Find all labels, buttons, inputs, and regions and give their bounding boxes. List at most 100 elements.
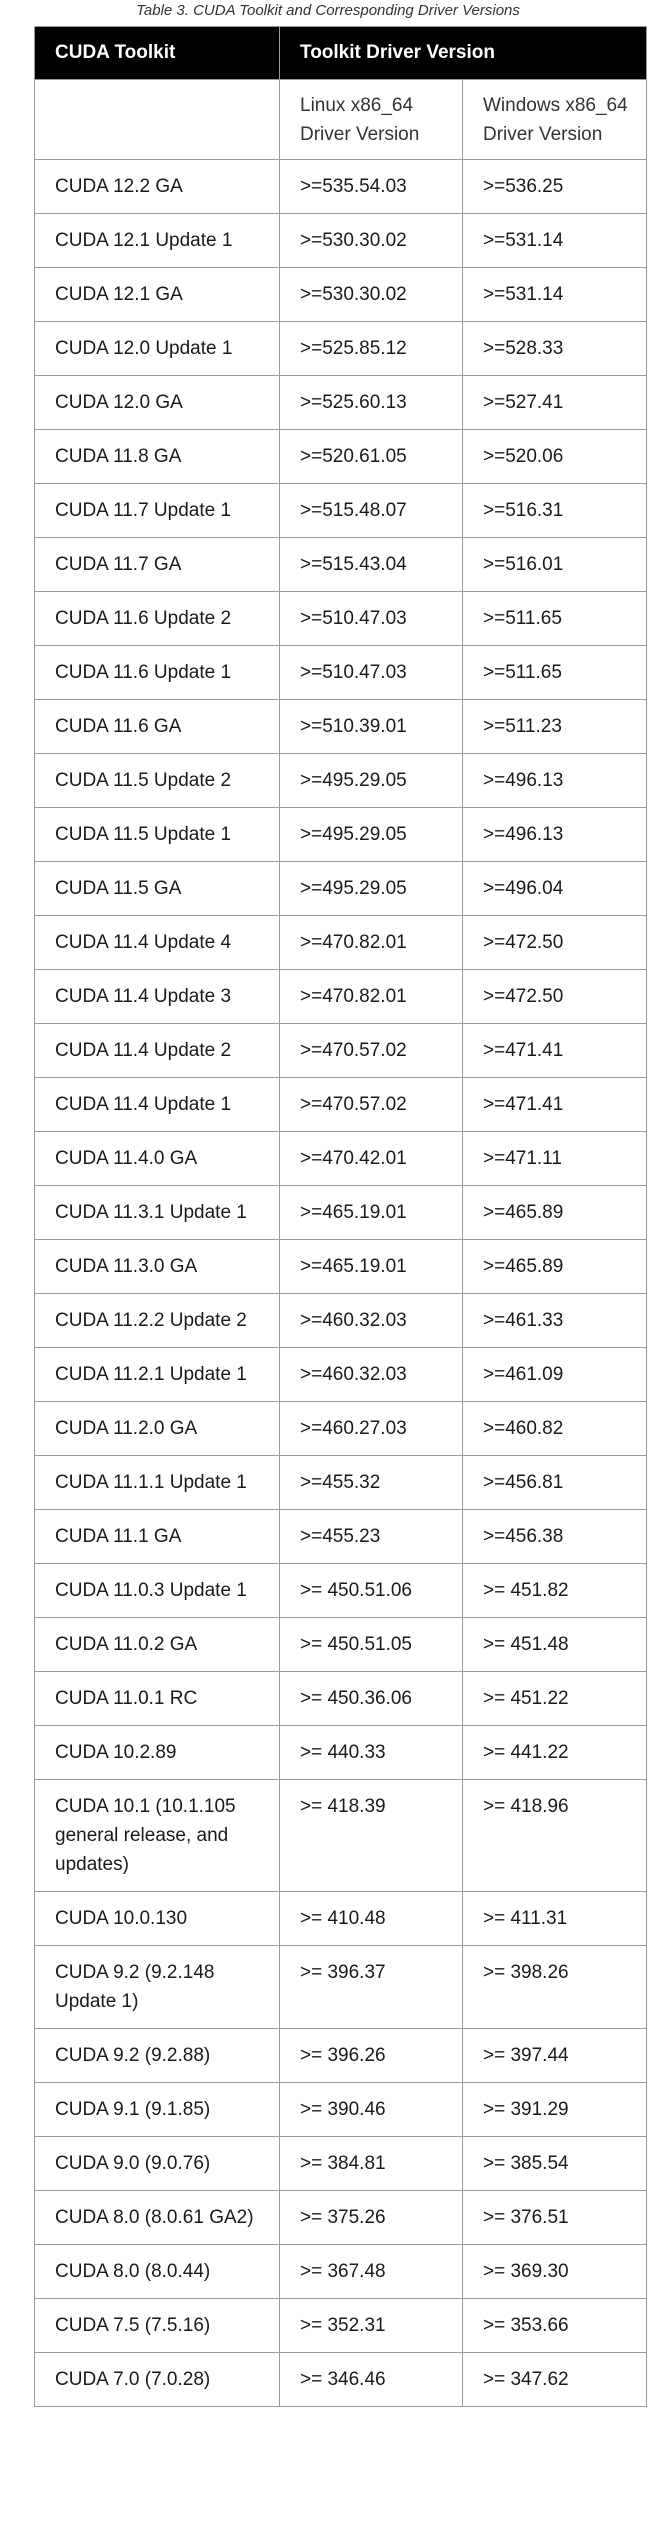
- table-row: CUDA 11.0.1 RC >= 450.36.06 >= 451.22: [34, 1671, 648, 1726]
- linux-driver-cell: >= 450.51.05: [279, 1617, 463, 1672]
- windows-driver-cell: >=516.31: [461, 483, 648, 538]
- toolkit-cell: CUDA 7.5 (7.5.16): [34, 2298, 280, 2353]
- table-row: CUDA 11.8 GA >=520.61.05 >=520.06: [34, 429, 648, 484]
- header-cuda-toolkit: CUDA Toolkit: [34, 26, 280, 80]
- table-row: CUDA 11.4 Update 3 >=470.82.01 >=472.50: [34, 969, 648, 1024]
- windows-driver-cell: >= 376.51: [461, 2190, 648, 2245]
- table-caption: Table 3. CUDA Toolkit and Corresponding …: [136, 2, 520, 19]
- windows-driver-cell: >=465.89: [461, 1239, 648, 1294]
- table-row: CUDA 12.1 Update 1 >=530.30.02 >=531.14: [34, 213, 648, 268]
- windows-driver-cell: >=471.41: [461, 1023, 648, 1078]
- toolkit-cell: CUDA 11.5 Update 2: [34, 753, 280, 808]
- linux-driver-cell: >=470.82.01: [279, 969, 463, 1024]
- windows-driver-cell: >=456.38: [461, 1509, 648, 1564]
- windows-driver-cell: >=528.33: [461, 321, 648, 376]
- table-row: CUDA 10.1 (10.1.105 general release, and…: [34, 1779, 648, 1892]
- linux-driver-cell: >=515.48.07: [279, 483, 463, 538]
- table-row: CUDA 11.1.1 Update 1 >=455.32 >=456.81: [34, 1455, 648, 1510]
- toolkit-cell: CUDA 12.1 Update 1: [34, 213, 280, 268]
- linux-driver-cell: >=460.32.03: [279, 1293, 463, 1348]
- table-body: Linux x86_64 Driver Version Windows x86_…: [34, 79, 648, 2407]
- toolkit-cell: CUDA 11.6 Update 1: [34, 645, 280, 700]
- table-row: CUDA 12.0 Update 1 >=525.85.12 >=528.33: [34, 321, 648, 376]
- windows-driver-cell: >=461.09: [461, 1347, 648, 1402]
- table-row: CUDA 11.4 Update 1 >=470.57.02 >=471.41: [34, 1077, 648, 1132]
- table-row: CUDA 12.1 GA >=530.30.02 >=531.14: [34, 267, 648, 322]
- linux-driver-cell: >= 418.39: [279, 1779, 463, 1892]
- linux-driver-cell: >=510.47.03: [279, 591, 463, 646]
- toolkit-cell: CUDA 11.4 Update 3: [34, 969, 280, 1024]
- toolkit-cell: CUDA 8.0 (8.0.44): [34, 2244, 280, 2299]
- windows-driver-cell: >=516.01: [461, 537, 648, 592]
- toolkit-cell: CUDA 11.7 Update 1: [34, 483, 280, 538]
- windows-driver-cell: >= 451.48: [461, 1617, 648, 1672]
- toolkit-cell: CUDA 11.5 GA: [34, 861, 280, 916]
- linux-driver-cell: >=495.29.05: [279, 753, 463, 808]
- table-row: CUDA 11.3.1 Update 1 >=465.19.01 >=465.89: [34, 1185, 648, 1240]
- linux-driver-cell: >= 396.37: [279, 1945, 463, 2029]
- linux-driver-cell: >=525.85.12: [279, 321, 463, 376]
- toolkit-cell: CUDA 11.4.0 GA: [34, 1131, 280, 1186]
- linux-driver-cell: >= 346.46: [279, 2352, 463, 2407]
- toolkit-cell: CUDA 11.3.1 Update 1: [34, 1185, 280, 1240]
- linux-driver-cell: >=495.29.05: [279, 861, 463, 916]
- toolkit-cell: CUDA 10.2.89: [34, 1725, 280, 1780]
- windows-driver-cell: >=456.81: [461, 1455, 648, 1510]
- table-row: CUDA 11.5 Update 2 >=495.29.05 >=496.13: [34, 753, 648, 808]
- linux-driver-cell: >=525.60.13: [279, 375, 463, 430]
- toolkit-cell: CUDA 9.0 (9.0.76): [34, 2136, 280, 2191]
- windows-driver-cell: >= 385.54: [461, 2136, 648, 2191]
- windows-driver-cell: >= 397.44: [461, 2028, 648, 2083]
- toolkit-cell: CUDA 11.1.1 Update 1: [34, 1455, 280, 1510]
- windows-driver-cell: >=511.65: [461, 591, 648, 646]
- linux-driver-cell: >= 450.51.06: [279, 1563, 463, 1618]
- table-row: CUDA 9.2 (9.2.88) >= 396.26 >= 397.44: [34, 2028, 648, 2083]
- toolkit-cell: CUDA 11.6 Update 2: [34, 591, 280, 646]
- toolkit-cell: CUDA 11.2.1 Update 1: [34, 1347, 280, 1402]
- windows-driver-cell: >= 441.22: [461, 1725, 648, 1780]
- windows-driver-cell: >=496.13: [461, 807, 648, 862]
- linux-driver-cell: >= 352.31: [279, 2298, 463, 2353]
- linux-driver-cell: >= 440.33: [279, 1725, 463, 1780]
- toolkit-cell: CUDA 8.0 (8.0.61 GA2): [34, 2190, 280, 2245]
- windows-driver-cell: >=471.41: [461, 1077, 648, 1132]
- windows-driver-cell: >= 391.29: [461, 2082, 648, 2137]
- windows-driver-cell: >= 353.66: [461, 2298, 648, 2353]
- linux-driver-cell: >= 390.46: [279, 2082, 463, 2137]
- linux-driver-cell: >= 410.48: [279, 1891, 463, 1946]
- windows-driver-cell: >=461.33: [461, 1293, 648, 1348]
- linux-driver-cell: >=510.47.03: [279, 645, 463, 700]
- windows-driver-cell: >= 398.26: [461, 1945, 648, 2029]
- toolkit-cell: CUDA 12.0 GA: [34, 375, 280, 430]
- toolkit-cell: CUDA 11.2.0 GA: [34, 1401, 280, 1456]
- linux-driver-cell: >=455.23: [279, 1509, 463, 1564]
- toolkit-cell: CUDA 11.4 Update 4: [34, 915, 280, 970]
- table-row: CUDA 11.1 GA >=455.23 >=456.38: [34, 1509, 648, 1564]
- linux-driver-cell: >= 450.36.06: [279, 1671, 463, 1726]
- table-row: CUDA 11.0.2 GA >= 450.51.05 >= 451.48: [34, 1617, 648, 1672]
- table-row: CUDA 11.6 Update 2 >=510.47.03 >=511.65: [34, 591, 648, 646]
- table-row: CUDA 11.7 GA >=515.43.04 >=516.01: [34, 537, 648, 592]
- windows-driver-cell: >=511.65: [461, 645, 648, 700]
- table-row: CUDA 11.4 Update 2 >=470.57.02 >=471.41: [34, 1023, 648, 1078]
- windows-driver-cell: >= 369.30: [461, 2244, 648, 2299]
- toolkit-cell: CUDA 9.2 (9.2.88): [34, 2028, 280, 2083]
- linux-driver-cell: >=530.30.02: [279, 267, 463, 322]
- windows-driver-cell: >= 418.96: [461, 1779, 648, 1892]
- windows-driver-cell: >=460.82: [461, 1401, 648, 1456]
- linux-driver-cell: >=520.61.05: [279, 429, 463, 484]
- toolkit-cell: CUDA 10.0.130: [34, 1891, 280, 1946]
- windows-driver-cell: >= 347.62: [461, 2352, 648, 2407]
- table-subheader-row: Linux x86_64 Driver Version Windows x86_…: [34, 79, 648, 160]
- linux-driver-cell: >= 367.48: [279, 2244, 463, 2299]
- linux-driver-cell: >=465.19.01: [279, 1185, 463, 1240]
- windows-driver-cell: >=527.41: [461, 375, 648, 430]
- toolkit-cell: CUDA 9.1 (9.1.85): [34, 2082, 280, 2137]
- toolkit-cell: CUDA 12.2 GA: [34, 159, 280, 214]
- linux-driver-cell: >=510.39.01: [279, 699, 463, 754]
- toolkit-cell: CUDA 11.3.0 GA: [34, 1239, 280, 1294]
- table-row: CUDA 11.6 GA >=510.39.01 >=511.23: [34, 699, 648, 754]
- windows-driver-cell: >=531.14: [461, 267, 648, 322]
- linux-driver-cell: >=470.57.02: [279, 1077, 463, 1132]
- toolkit-cell: CUDA 12.1 GA: [34, 267, 280, 322]
